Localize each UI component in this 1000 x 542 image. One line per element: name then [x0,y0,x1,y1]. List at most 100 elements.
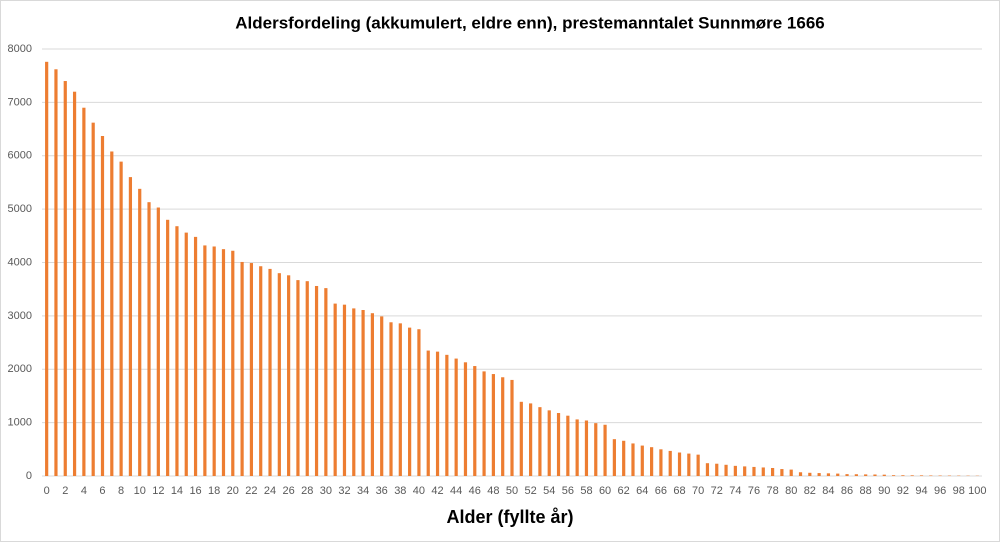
bar [696,454,700,476]
bar [854,474,858,476]
y-tick-label: 4000 [8,256,32,268]
bar [668,450,672,476]
bar [733,465,737,476]
x-tick-label: 58 [580,485,592,497]
bar [249,263,254,476]
bar [463,362,468,476]
x-tick-label: 84 [822,485,834,497]
bar [891,475,896,476]
bar [175,226,179,476]
bar [54,69,58,476]
bar [864,474,868,476]
bar [138,188,142,476]
bar [314,285,319,476]
x-tick-label: 42 [431,485,443,497]
x-tick-label: 32 [338,485,350,497]
x-tick-label: 64 [636,485,648,497]
x-axis-title: Alder (fyllte år) [446,507,573,527]
x-tick-label: 68 [673,485,685,497]
bar [687,453,691,476]
bar [519,401,523,476]
bar [426,350,430,476]
x-tick-label: 36 [376,485,388,497]
bar [566,415,570,476]
bar [389,322,393,476]
bar [370,313,374,476]
x-tick-label: 6 [99,485,105,497]
x-tick-label: 0 [44,485,50,497]
bar [789,469,793,476]
bar [901,475,905,476]
bar [677,452,682,476]
bar [100,136,105,476]
bar [659,449,663,476]
x-tick-label: 24 [264,485,276,497]
x-tick-label: 8 [118,485,124,497]
x-tick-label: 56 [562,485,574,497]
bar [72,91,77,476]
y-tick-label: 5000 [8,203,32,215]
x-tick-label: 30 [320,485,332,497]
bar [836,473,840,476]
x-tick-label: 34 [357,485,369,497]
bar [919,475,924,476]
x-tick-label: 52 [524,485,536,497]
x-tick-label: 12 [152,485,164,497]
x-tick-label: 14 [171,485,183,497]
bar [650,447,654,476]
x-tick-label: 22 [245,485,257,497]
bar [482,371,486,476]
bar [770,467,775,476]
x-tick-label: 88 [860,485,872,497]
bar [612,439,616,476]
bar [147,202,151,476]
bar [342,304,347,476]
bar [156,207,160,476]
bar [296,280,300,476]
x-tick-label: 54 [543,485,555,497]
x-tick-label: 48 [487,485,499,497]
bar [445,354,449,476]
bar [287,275,291,476]
bar [603,424,607,476]
y-tick-label: 3000 [8,310,32,322]
bar [538,407,542,476]
bar [817,473,821,476]
bar [845,474,849,476]
bar [45,61,49,477]
bar [715,463,719,476]
x-tick-label: 26 [283,485,295,497]
bar [575,419,579,476]
bar [408,327,412,476]
x-tick-label: 72 [711,485,723,497]
bar [305,281,309,476]
bar [333,303,337,476]
bar [724,464,728,476]
x-tick-label: 78 [766,485,778,497]
x-tick-label: 90 [878,485,890,497]
bar [435,351,440,476]
x-tick-label: 74 [729,485,741,497]
bar [240,261,244,476]
x-tick-label: 2 [62,485,68,497]
y-tick-label: 2000 [8,363,32,375]
bar [622,440,626,476]
bar [491,374,495,476]
x-tick-label: 40 [413,485,425,497]
x-tick-label: 96 [934,485,946,497]
x-tick-label: 82 [804,485,816,497]
bar [631,443,635,476]
bar [203,245,207,476]
bar [761,467,765,476]
bar [826,473,831,476]
x-tick-label: 76 [748,485,760,497]
x-tick-label: 4 [81,485,87,497]
bar [324,288,328,476]
bar [752,466,756,476]
x-tick-label: 80 [785,485,797,497]
x-tick-label: 62 [618,485,630,497]
x-tick-label: 66 [655,485,667,497]
bar [82,107,86,477]
y-tick-label: 1000 [8,417,32,429]
x-tick-label: 70 [692,485,704,497]
